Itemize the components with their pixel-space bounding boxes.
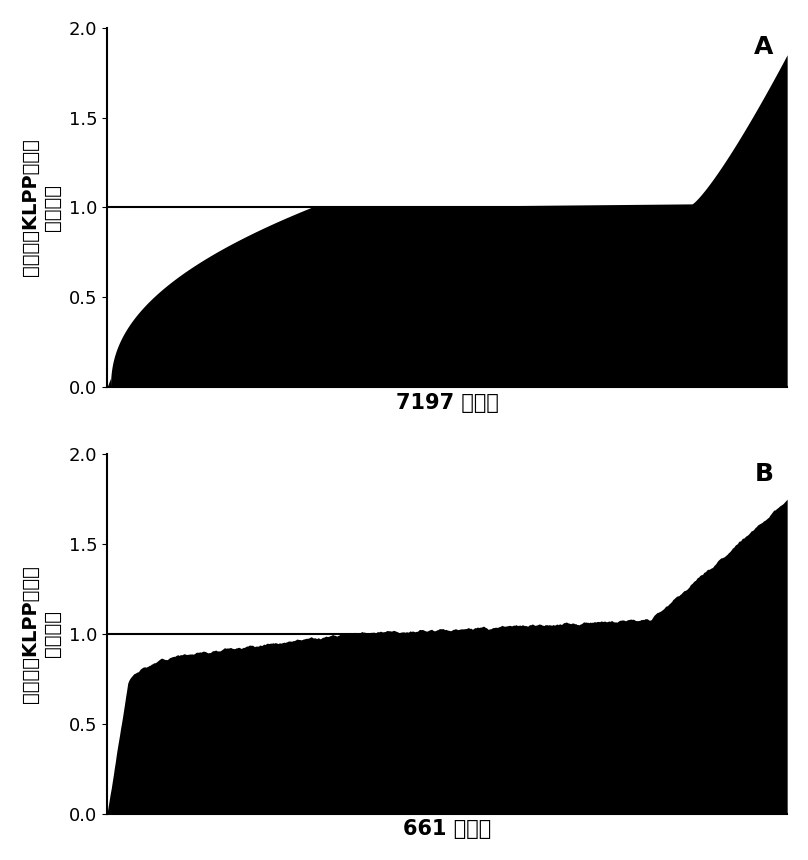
Text: A: A [754,35,773,59]
Y-axis label: 突变株对KLPP丙酮酸
相对产量: 突变株对KLPP丙酮酸 相对产量 [21,565,62,703]
Y-axis label: 突变株对KLPP丙酮酸
相对产量: 突变株对KLPP丙酮酸 相对产量 [21,138,62,276]
X-axis label: 661 突变体: 661 突变体 [403,820,491,839]
Text: B: B [755,462,773,486]
X-axis label: 7197 突变体: 7197 突变体 [396,393,499,413]
